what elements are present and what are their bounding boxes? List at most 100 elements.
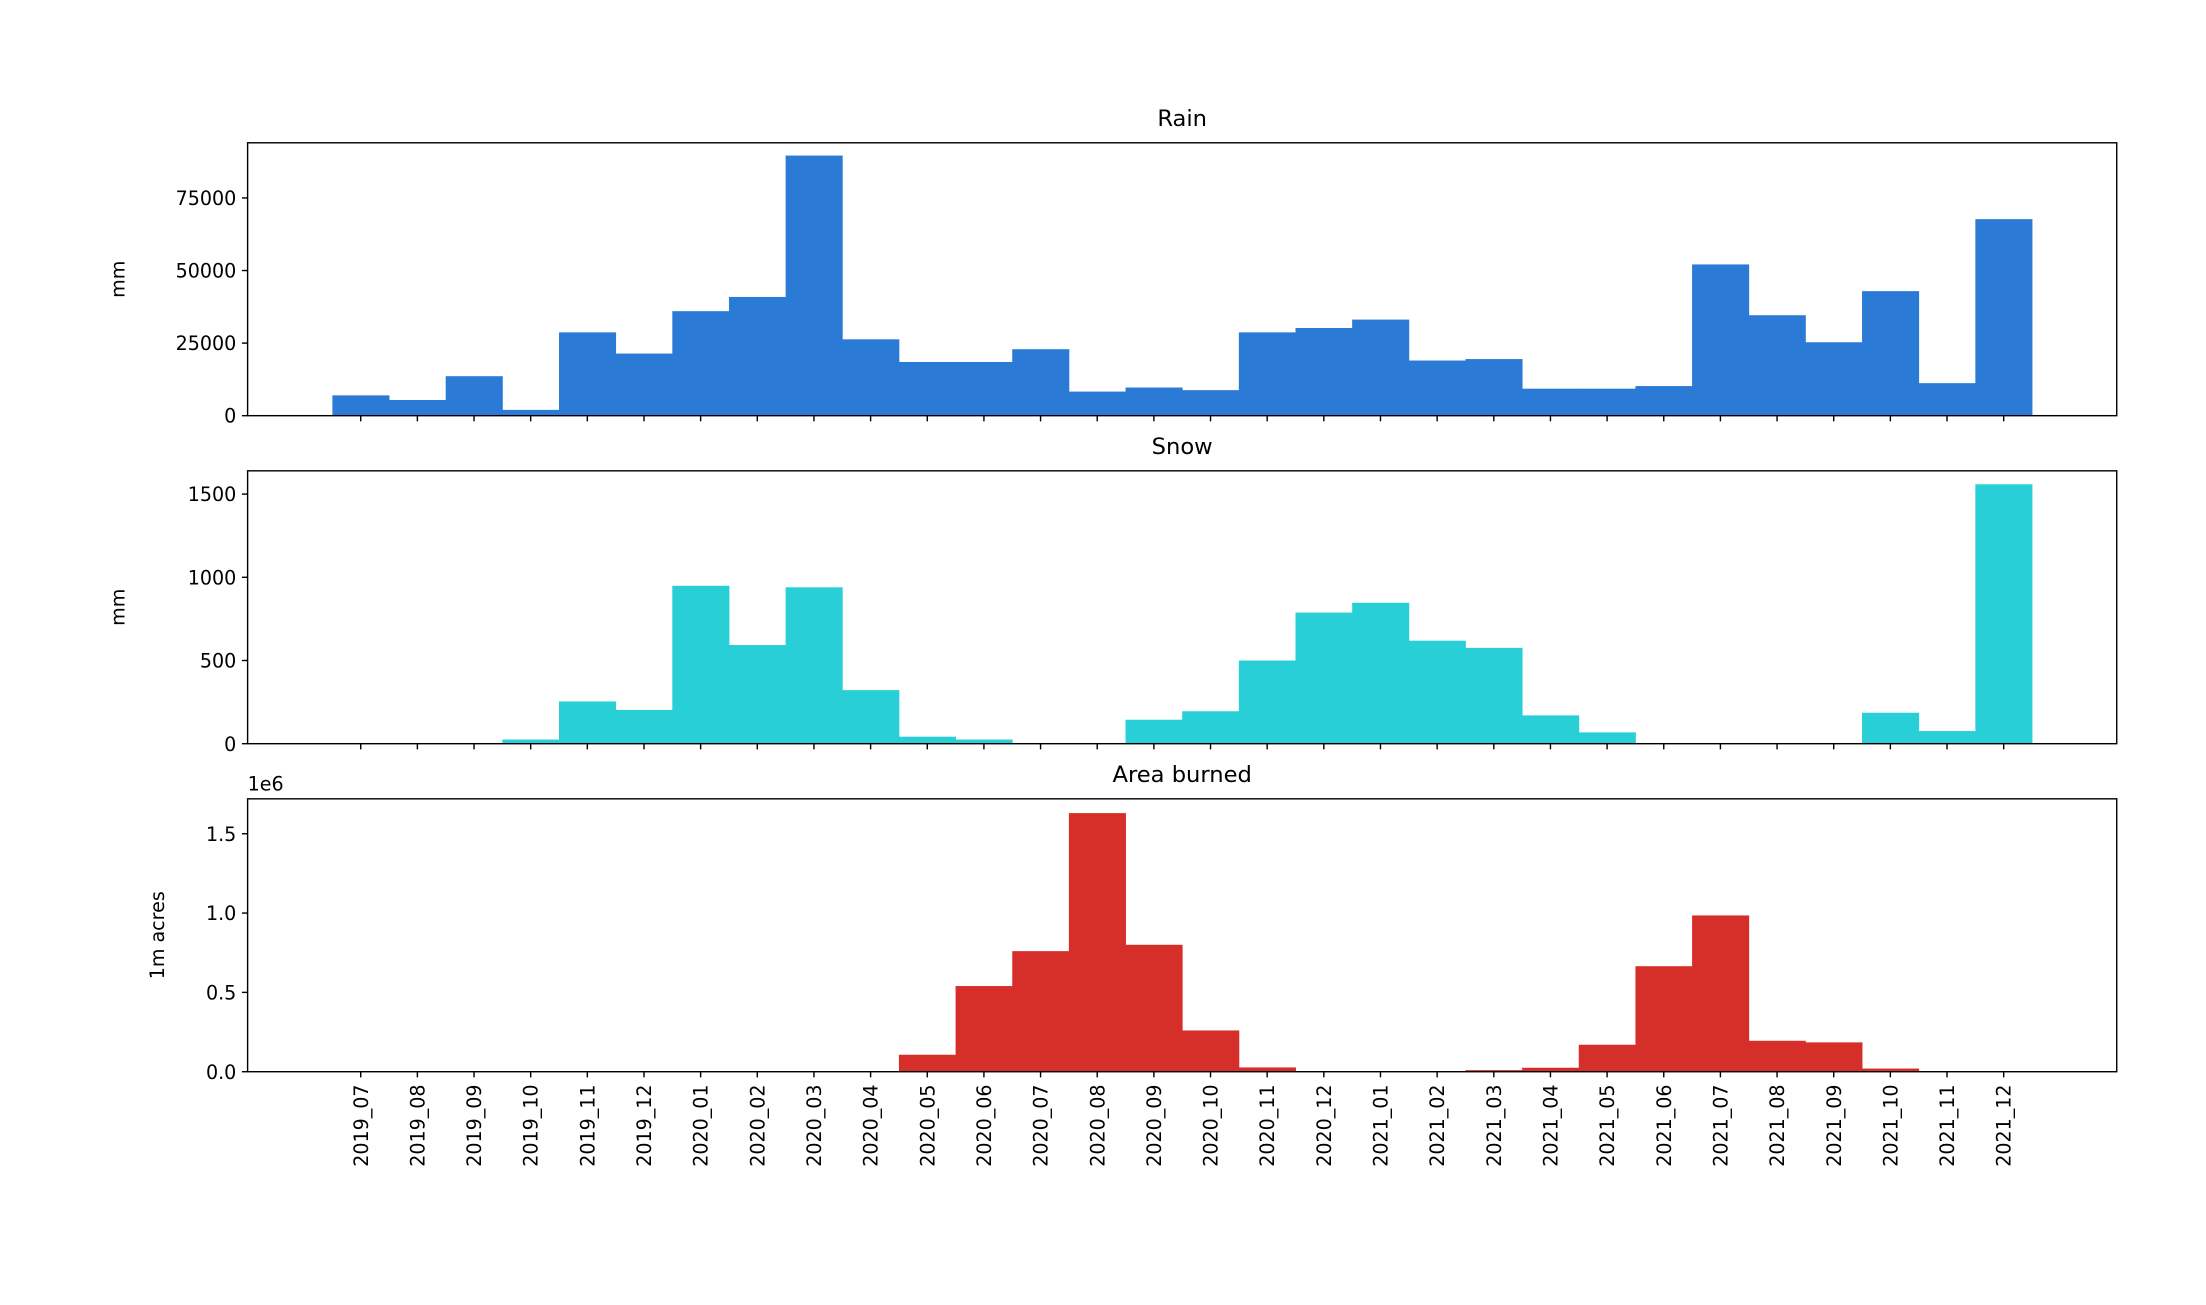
x-tick-label: 2019_08: [407, 1084, 429, 1166]
axes-frame: [246, 142, 2118, 417]
bar: [1918, 383, 1976, 416]
bar: [615, 353, 673, 416]
bar: [559, 701, 617, 744]
subplot-title: Snow: [1152, 434, 1213, 460]
bar: [1918, 731, 1976, 744]
bar: [842, 690, 900, 744]
bar: [1578, 732, 1636, 744]
bar: [1012, 349, 1070, 416]
bar: [1522, 388, 1580, 416]
x-tick-label: 2020_08: [1087, 1084, 1109, 1166]
x-tick-label: 2021_05: [1597, 1084, 1619, 1166]
bar: [1182, 390, 1240, 416]
bar: [389, 400, 447, 416]
bar: [1635, 386, 1693, 416]
bar: [502, 739, 560, 744]
y-axis-label: mm: [108, 589, 130, 626]
bar: [1465, 647, 1523, 744]
bar: [559, 332, 617, 416]
x-tick-label: 2021_08: [1767, 1084, 1789, 1166]
x-tick-label: 2020_02: [747, 1084, 769, 1166]
x-tick-label: 2020_01: [691, 1084, 713, 1166]
x-tick-label: 2020_07: [1031, 1084, 1053, 1166]
x-tick-label: 2019_11: [577, 1084, 599, 1166]
subplot-rain: Rain 0 25000 50000 75000 mm: [108, 106, 2118, 428]
bar: [1352, 602, 1410, 744]
bar: [1975, 484, 2033, 744]
bar: [1465, 359, 1523, 416]
y-offset-label: 1e6: [248, 773, 284, 795]
y-tick-label: 50000: [176, 261, 237, 283]
y-tick-label: 0: [224, 734, 236, 756]
y-tick-label: 75000: [176, 188, 237, 210]
subplot-area-burned: Area burned 0.0 0.5 1.0 1.5 1m acres 1e6 2019_0…: [147, 762, 2118, 1167]
axes-frame: [246, 798, 2118, 1073]
bar: [1748, 315, 1806, 416]
bar: [615, 709, 673, 744]
bar: [1975, 219, 2033, 416]
bar: [445, 376, 503, 416]
bar: [785, 587, 843, 744]
bar: [1862, 291, 1920, 416]
subplot-title: Rain: [1157, 106, 1207, 132]
x-tick-label: 2020_06: [974, 1084, 996, 1166]
y-axis-label: mm: [108, 261, 130, 298]
bar: [1862, 1068, 1920, 1072]
bar: [1578, 388, 1636, 416]
x-tick-label: 2019_09: [464, 1084, 486, 1166]
subplot-snow: Snow 0 500 1000 1500 mm: [108, 434, 2118, 756]
y-tick-label: 0.0: [206, 1062, 236, 1084]
x-tick-label: 2020_10: [1201, 1084, 1223, 1166]
bar: [1748, 1040, 1806, 1072]
bar: [898, 1054, 957, 1072]
bar: [1862, 712, 1920, 744]
axes-frame: [246, 470, 2118, 745]
bar: [1522, 1067, 1580, 1072]
x-tick-label: 2021_04: [1541, 1084, 1563, 1166]
bar: [1805, 342, 1863, 416]
bar: [1805, 1042, 1863, 1072]
y-tick-label: 1500: [188, 484, 237, 506]
bar: [1125, 719, 1183, 744]
x-tick-label: 2019_12: [634, 1084, 656, 1166]
bar: [1578, 1044, 1636, 1072]
x-tick-label: 2020_05: [917, 1084, 939, 1166]
bar: [1635, 966, 1693, 1072]
x-tick-label: 2020_09: [1144, 1084, 1166, 1166]
x-tick-label: 2021_11: [1937, 1084, 1959, 1166]
x-tick-label: 2020_12: [1314, 1084, 1336, 1166]
bar: [728, 296, 787, 416]
y-tick-label: 1000: [188, 567, 237, 589]
bar: [1692, 264, 1750, 416]
bar: [728, 645, 787, 744]
subplot-title: Area burned: [1112, 762, 1251, 788]
x-tick-label: 2021_03: [1484, 1084, 1506, 1166]
bar: [955, 986, 1013, 1072]
bar: [1068, 391, 1126, 416]
x-tick-label: 2021_01: [1371, 1084, 1393, 1166]
x-tick-label: 2020_03: [804, 1084, 826, 1166]
bar: [1238, 332, 1296, 416]
bar: [1352, 319, 1410, 416]
y-tick-label: 0: [224, 406, 236, 428]
bar: [1238, 660, 1296, 744]
y-tick-label: 25000: [176, 333, 237, 355]
x-tick-label: 2021_10: [1880, 1084, 1902, 1166]
bar: [1012, 951, 1070, 1072]
x-tick-label: 2020_11: [1257, 1084, 1279, 1166]
y-tick-label: 1.0: [206, 903, 236, 925]
bar: [672, 585, 730, 744]
x-tick-label: 2021_07: [1710, 1084, 1732, 1166]
y-axis-label: 1m acres: [147, 891, 169, 979]
y-tick-label: 0.5: [206, 982, 236, 1004]
bar: [1295, 328, 1353, 416]
x-tick-label: 2019_10: [521, 1084, 543, 1166]
bar: [502, 409, 560, 416]
bar: [1068, 813, 1126, 1072]
bar: [1238, 1067, 1296, 1072]
bar: [332, 395, 390, 416]
bar: [1295, 612, 1353, 744]
bar: [1125, 387, 1183, 416]
bar: [785, 155, 843, 416]
